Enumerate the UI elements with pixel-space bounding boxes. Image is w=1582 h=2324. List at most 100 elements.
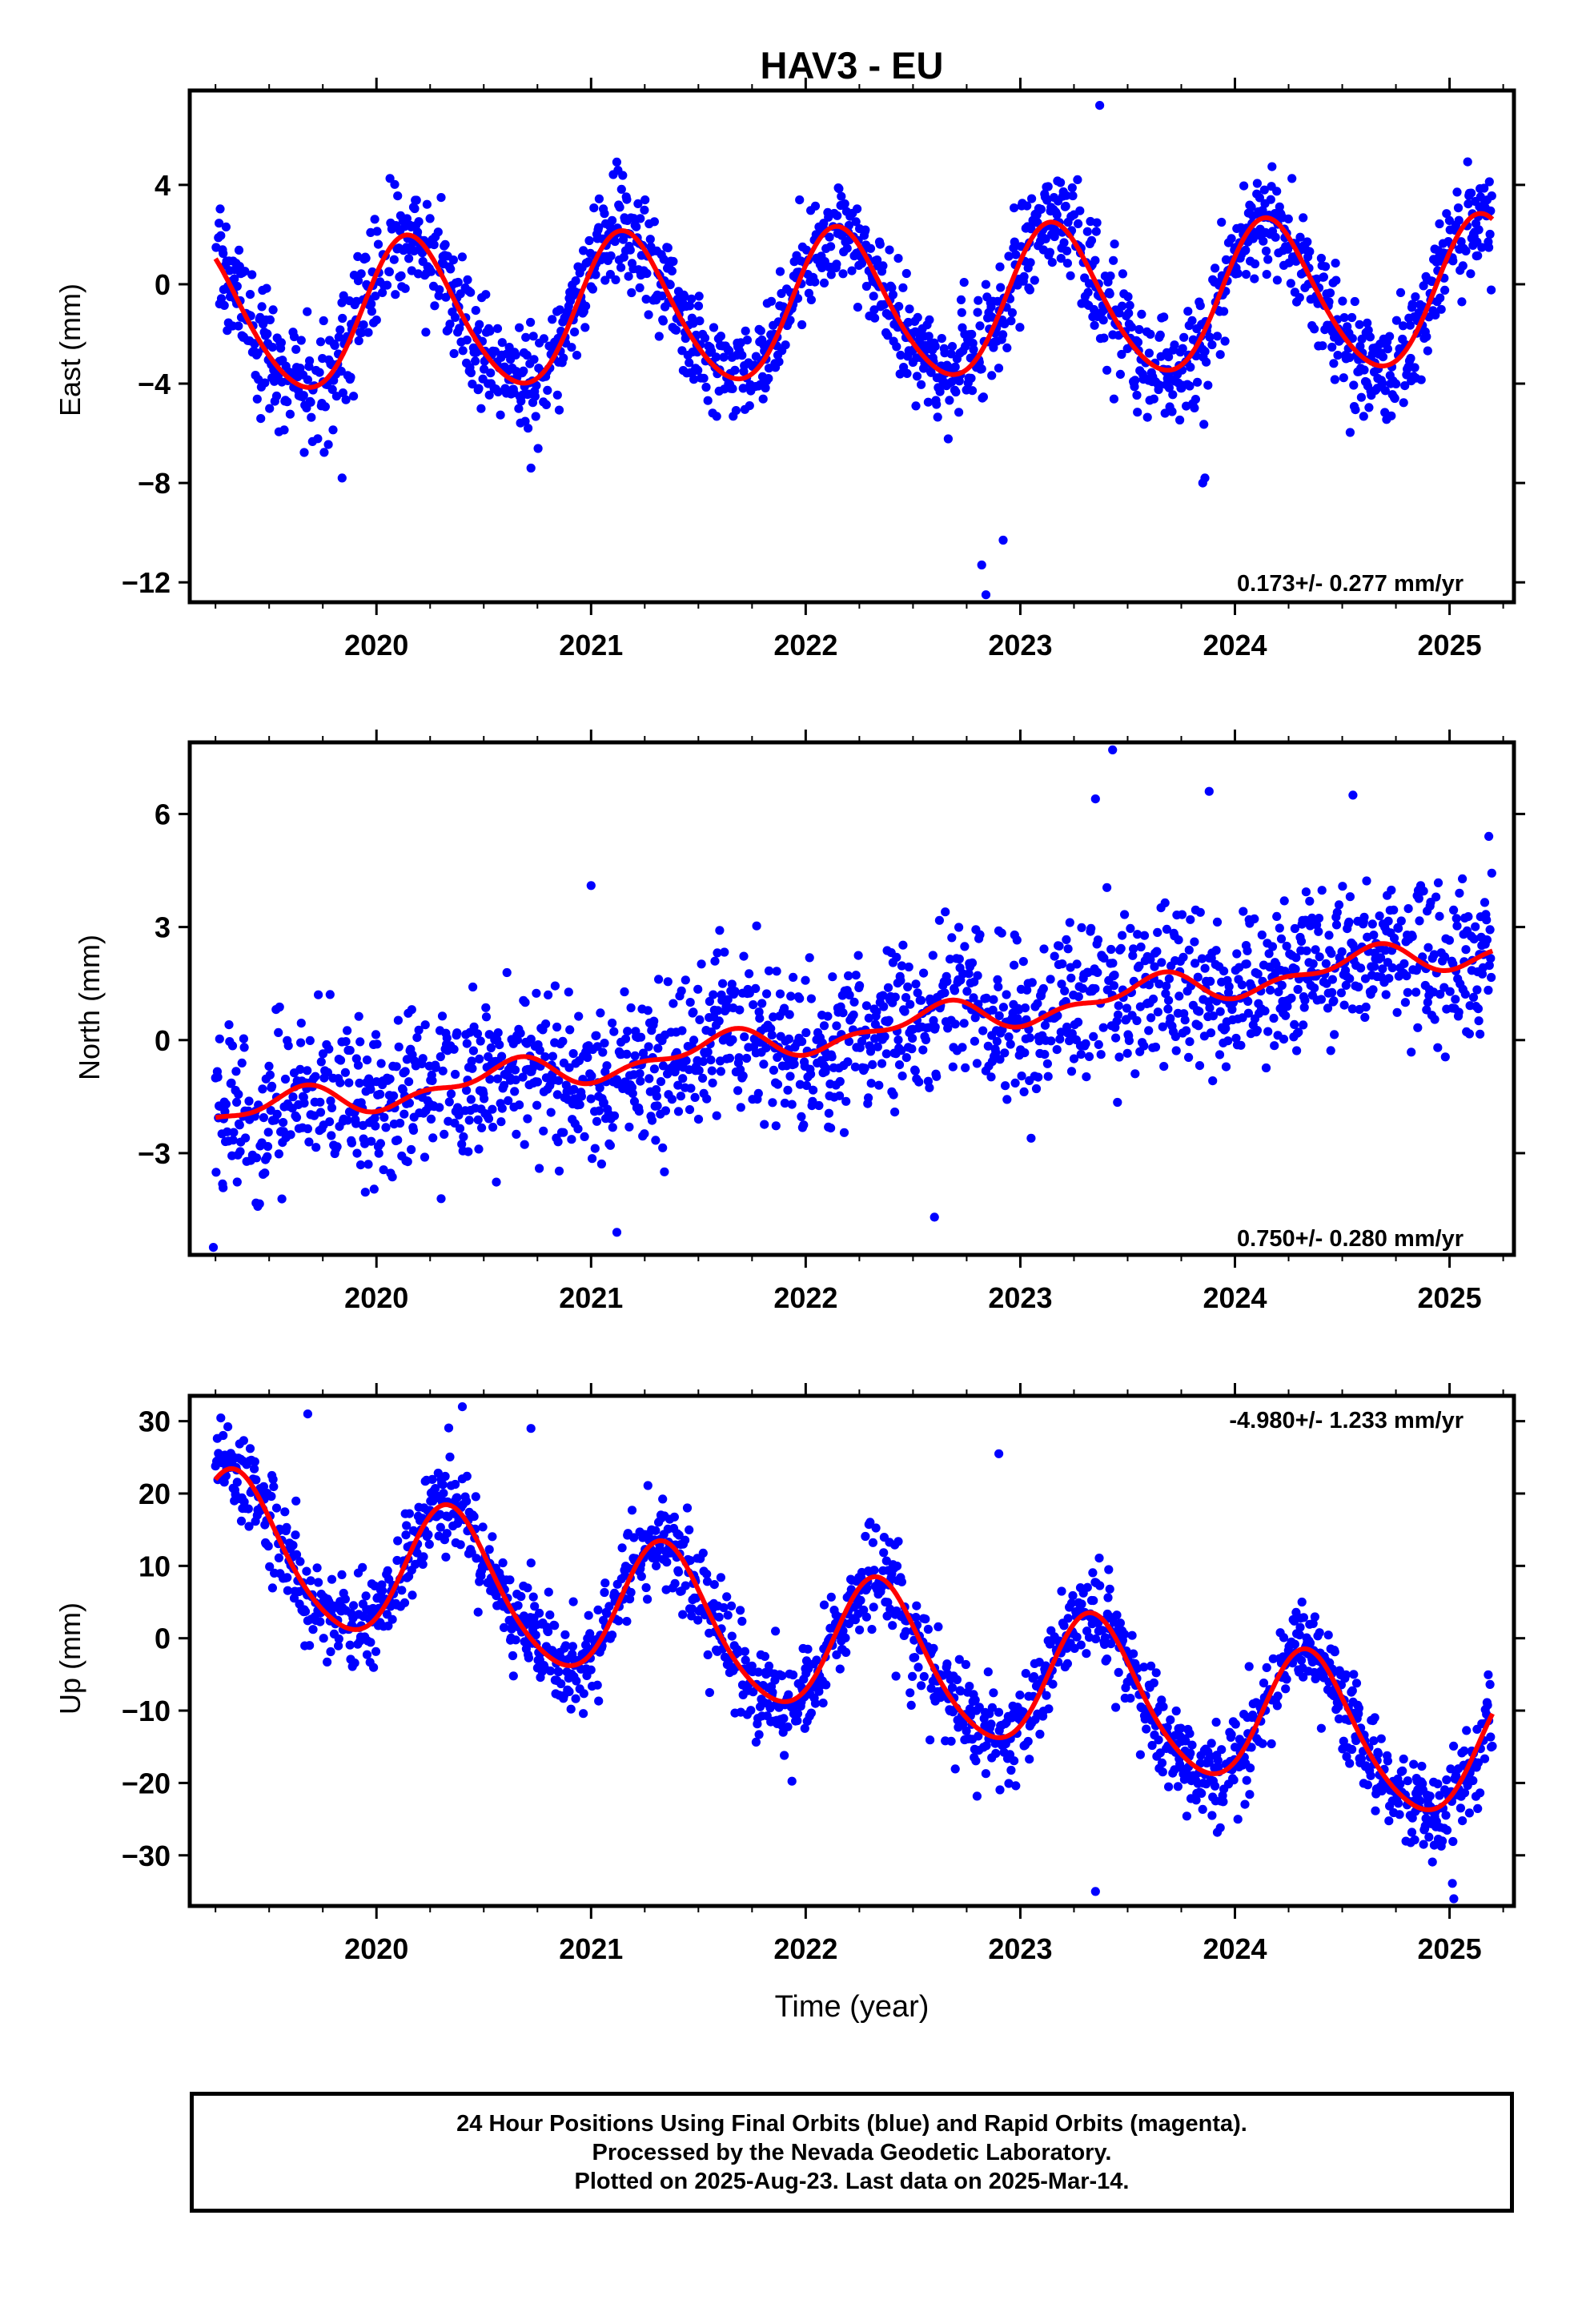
up-data-point: [723, 1610, 733, 1620]
north-data-point: [371, 1121, 380, 1131]
north-data-point: [552, 1022, 562, 1032]
north-data-point: [437, 1011, 448, 1021]
up-data-point: [685, 1525, 694, 1534]
east-data-point: [520, 416, 530, 426]
north-data-point: [274, 1027, 283, 1037]
north-data-point: [1414, 894, 1423, 903]
north-data-point: [1472, 985, 1482, 995]
east-data-point: [393, 191, 403, 201]
up-data-point: [897, 1577, 906, 1586]
north-data-point: [1378, 964, 1387, 974]
east-data-point: [1440, 285, 1450, 295]
north-data-point: [960, 942, 970, 951]
east-data-point: [957, 308, 966, 317]
north-data-point: [1403, 904, 1413, 914]
north-data-point: [1464, 1029, 1474, 1039]
north-data-point: [1027, 978, 1037, 987]
up-data-point: [1158, 1767, 1167, 1777]
up-data-point: [861, 1612, 871, 1622]
north-data-point: [626, 1003, 636, 1013]
north-data-point: [1435, 911, 1444, 921]
north-data-point: [227, 1041, 238, 1051]
up-data-point: [444, 1423, 454, 1433]
up-data-point: [991, 1748, 1001, 1759]
up-data-point: [478, 1522, 488, 1532]
east-data-point: [1133, 408, 1142, 417]
north-x-tick-label: 2022: [773, 1281, 837, 1314]
east-data-point: [1175, 415, 1185, 425]
north-data-point: [653, 1043, 663, 1053]
up-data-point: [865, 1518, 875, 1527]
north-data-point: [1161, 989, 1170, 999]
up-data-point: [383, 1566, 392, 1575]
north-data-point: [764, 966, 774, 975]
up-data-point: [681, 1535, 690, 1545]
north-data-point: [1052, 1045, 1062, 1055]
north-data-point: [1174, 991, 1184, 1001]
east-data-point: [741, 326, 750, 336]
north-data-point: [826, 1124, 836, 1133]
east-data-point: [1124, 308, 1134, 318]
east-data-point: [833, 211, 842, 220]
north-data-point: [1000, 1048, 1010, 1058]
up-data-point: [868, 1538, 877, 1547]
up-data-point: [1011, 1781, 1021, 1791]
north-data-point: [992, 1036, 1002, 1046]
east-data-point: [1089, 304, 1098, 315]
north-data-point: [1451, 995, 1460, 1004]
east-data-point: [888, 290, 897, 300]
up-data-point: [846, 1585, 856, 1594]
east-data-point: [1347, 334, 1357, 344]
up-data-point: [1091, 1634, 1101, 1644]
north-data-point: [1305, 896, 1315, 906]
up-data-point: [622, 1617, 632, 1626]
east-data-point: [1287, 174, 1297, 183]
up-data-point: [1063, 1614, 1073, 1623]
north-data-point: [767, 1031, 777, 1040]
east-data-point: [1007, 308, 1017, 318]
east-data-point: [1241, 270, 1251, 279]
up-data-point: [528, 1592, 538, 1602]
east-data-point: [1109, 255, 1118, 265]
east-data-point: [1043, 182, 1053, 191]
east-data-point: [367, 307, 376, 316]
up-data-point: [445, 1452, 455, 1462]
up-data-point: [995, 1785, 1005, 1795]
north-data-point: [752, 921, 761, 931]
east-data-point: [1002, 343, 1012, 352]
up-data-point: [1207, 1739, 1216, 1748]
north-data-point: [472, 1029, 483, 1039]
north-data-point: [608, 1018, 617, 1028]
up-data-point: [911, 1613, 921, 1622]
east-data-point: [216, 231, 226, 240]
up-data-point: [366, 1638, 375, 1647]
north-data-point: [785, 1072, 795, 1081]
up-data-point: [950, 1764, 960, 1774]
east-data-point: [1056, 254, 1066, 263]
up-data-point: [780, 1751, 789, 1760]
north-data-point: [446, 1089, 456, 1099]
east-data-point: [1316, 253, 1326, 263]
up-data-point: [921, 1614, 930, 1624]
east-data-point: [337, 298, 347, 308]
up-data-point: [267, 1491, 276, 1502]
north-data-point: [827, 1052, 837, 1062]
north-data-point: [469, 1022, 479, 1031]
north-data-point: [824, 1108, 833, 1118]
north-data-point: [1392, 1007, 1402, 1017]
east-data-point: [730, 365, 740, 375]
up-data-point: [1041, 1661, 1050, 1671]
east-data-point: [1099, 333, 1109, 343]
north-data-point: [962, 987, 972, 996]
north-data-point: [918, 1045, 928, 1055]
north-data-point: [1132, 1015, 1142, 1026]
north-data-point: [488, 1122, 498, 1132]
north-data-point: [838, 1008, 848, 1018]
up-data-point: [345, 1640, 355, 1650]
east-data-point: [412, 195, 421, 205]
up-data-point: [492, 1591, 501, 1601]
east-y-tick-label: 4: [155, 169, 171, 202]
east-data-point: [370, 215, 379, 224]
east-data-point: [526, 463, 536, 473]
north-data-point: [1423, 998, 1432, 1007]
